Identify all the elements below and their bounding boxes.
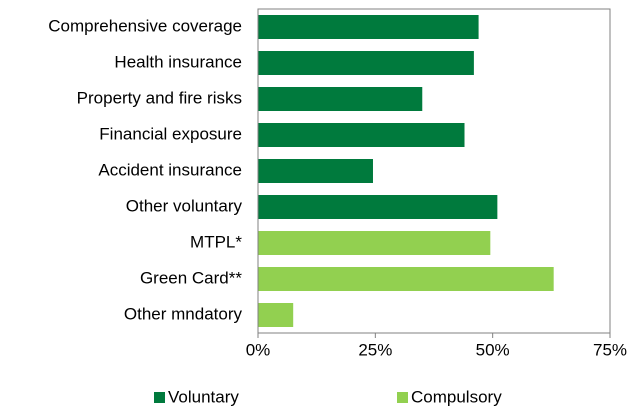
legend-label: Voluntary <box>168 387 239 406</box>
x-tick-label: 25% <box>358 340 392 359</box>
y-tick-label: Other voluntary <box>126 196 243 215</box>
legend-swatch <box>154 392 165 403</box>
bar <box>258 87 423 111</box>
x-tick-label: 0% <box>246 340 271 359</box>
bar <box>258 123 465 147</box>
y-tick-label: Health insurance <box>114 52 242 71</box>
y-tick-label: Other mndatory <box>124 304 243 323</box>
x-tick-label: 50% <box>476 340 510 359</box>
y-tick-label: Financial exposure <box>99 124 242 143</box>
bar <box>258 267 554 291</box>
bar <box>258 303 294 327</box>
plot-border <box>257 8 611 334</box>
bar <box>258 195 498 219</box>
y-tick-label: Property and fire risks <box>77 88 242 107</box>
legend-swatch <box>397 392 408 403</box>
bar <box>258 159 373 183</box>
bar <box>258 51 474 75</box>
bar <box>258 231 491 255</box>
x-tick-label: 75% <box>593 340 627 359</box>
legend-label: Compulsory <box>411 387 502 406</box>
y-tick-label: MTPL* <box>190 232 242 251</box>
y-tick-label: Accident insurance <box>98 160 242 179</box>
y-tick-label: Comprehensive coverage <box>48 16 242 35</box>
bar <box>258 15 479 39</box>
y-tick-label: Green Card** <box>140 268 242 287</box>
